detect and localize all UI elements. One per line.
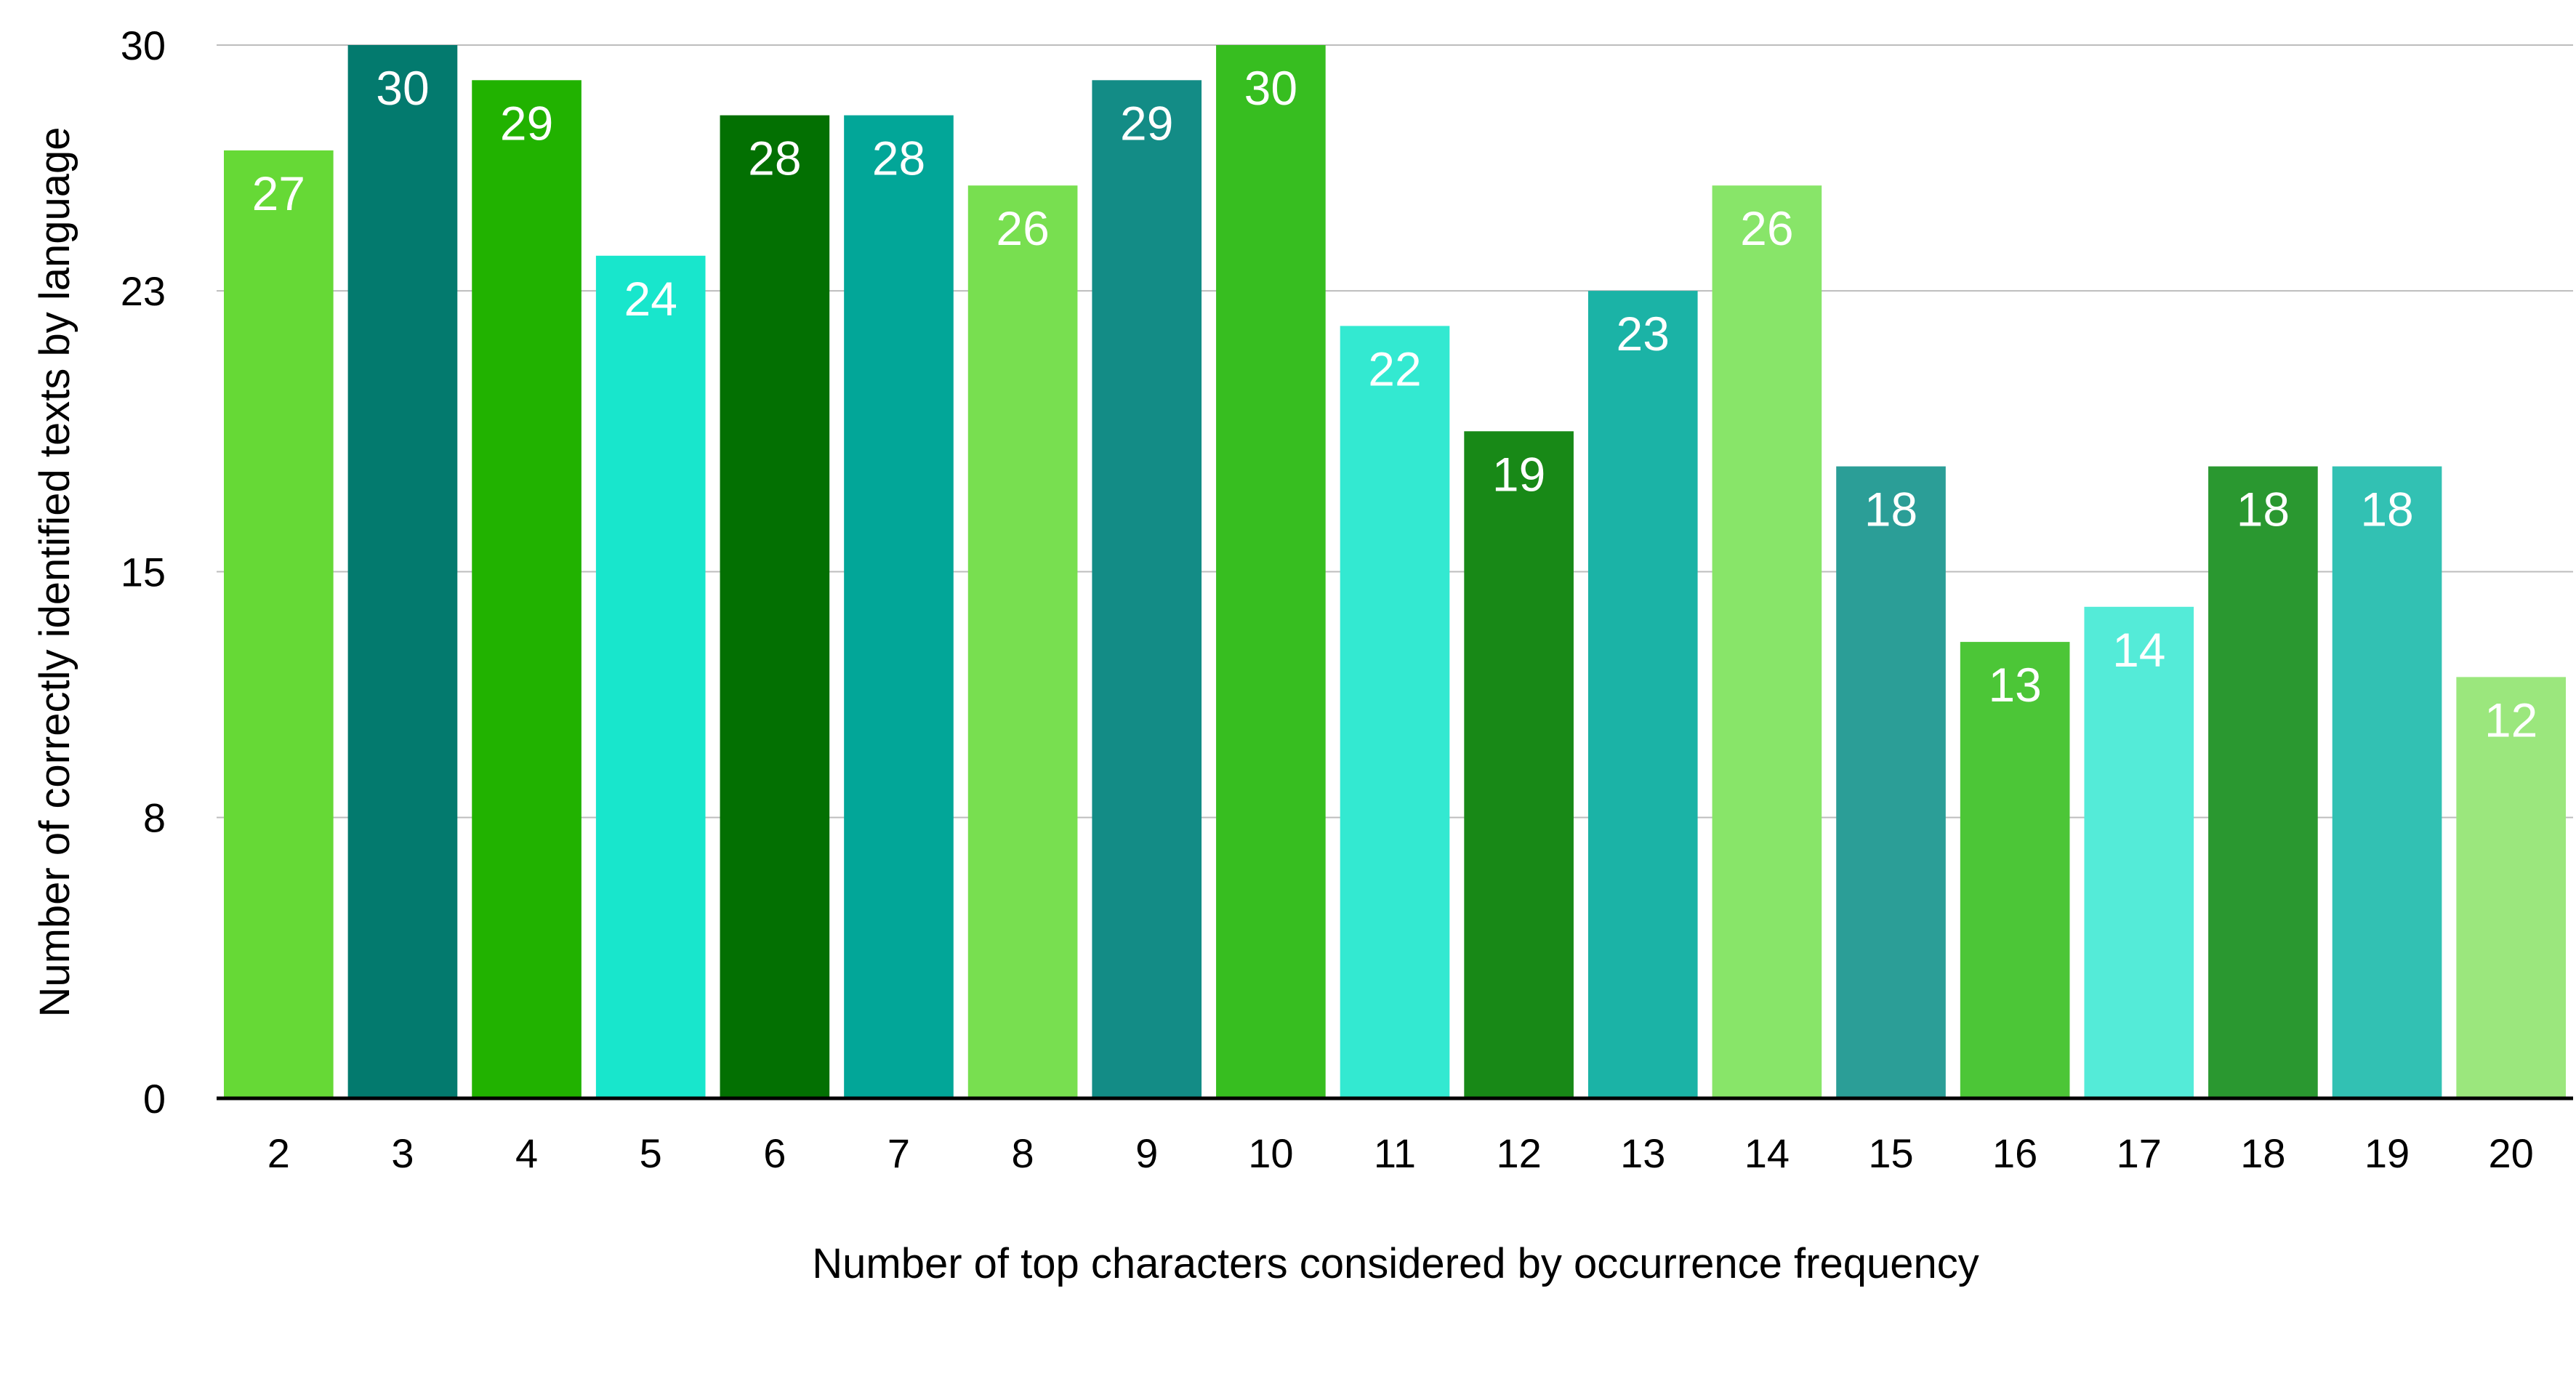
bar-value-label: 29 <box>1120 96 1173 150</box>
bar <box>2208 466 2318 1098</box>
x-tick-label: 18 <box>2240 1130 2285 1176</box>
bar-value-label: 30 <box>1244 61 1297 115</box>
bar <box>1216 45 1326 1098</box>
bar <box>347 45 458 1098</box>
bar <box>967 185 1078 1099</box>
x-tick-label: 7 <box>887 1130 910 1176</box>
y-tick-labels: 0 8 15 23 30 <box>121 23 166 1122</box>
x-tick-labels: 2 3 4 5 6 7 8 9 10 11 12 13 14 15 16 17 18 19 20 <box>267 1130 2534 1176</box>
x-tick-label: 2 <box>267 1130 290 1176</box>
x-tick-label: 9 <box>1135 1130 1158 1176</box>
bar-value-label: 30 <box>376 61 429 115</box>
bar-value-label: 26 <box>996 201 1049 255</box>
bar <box>2456 677 2566 1098</box>
x-tick-label: 17 <box>2117 1130 2162 1176</box>
x-tick-label: 10 <box>1248 1130 1293 1176</box>
bar-value-label: 19 <box>1492 447 1545 501</box>
bar <box>1836 466 1946 1098</box>
bar-value-label: 28 <box>872 132 925 185</box>
bar-value-label: 28 <box>748 132 801 185</box>
bar-value-label: 13 <box>1988 658 2041 712</box>
bar-value-label: 27 <box>252 166 305 220</box>
y-tick-label: 15 <box>121 550 166 595</box>
bar <box>844 115 954 1099</box>
x-tick-label: 11 <box>1374 1130 1416 1176</box>
bar <box>472 80 581 1098</box>
x-tick-label: 15 <box>1868 1130 1913 1176</box>
bar-value-label: 14 <box>2112 623 2165 677</box>
bar-value-label: 18 <box>2360 483 2413 536</box>
bar <box>1092 80 1202 1098</box>
x-tick-label: 13 <box>1620 1130 1665 1176</box>
x-tick-label: 8 <box>1012 1130 1034 1176</box>
bar-value-label: 18 <box>2237 483 2290 536</box>
bar <box>1712 185 1822 1099</box>
bar-value-label: 24 <box>624 272 677 326</box>
bar <box>1960 642 2070 1098</box>
bar-value-label: 18 <box>1864 483 1917 536</box>
x-tick-label: 4 <box>515 1130 538 1176</box>
x-tick-label: 6 <box>763 1130 786 1176</box>
bars: 27 30 29 24 28 28 26 29 30 22 19 23 26 18 13 14 18 18 12 <box>224 45 2566 1099</box>
bar <box>595 255 706 1098</box>
bar <box>720 115 830 1099</box>
bar <box>1464 431 1574 1098</box>
x-tick-label: 19 <box>2364 1130 2410 1176</box>
y-tick-label: 0 <box>143 1076 166 1122</box>
bar <box>224 150 334 1098</box>
y-tick-label: 30 <box>121 23 166 68</box>
bar <box>1587 291 1698 1099</box>
bar-value-label: 23 <box>1617 307 1670 361</box>
bar-value-label: 29 <box>500 96 553 150</box>
x-axis-title: Number of top characters considered by o… <box>812 1240 1979 1287</box>
bar-value-label: 22 <box>1368 342 1421 395</box>
bar-value-label: 12 <box>2484 693 2537 747</box>
x-tick-label: 3 <box>391 1130 414 1176</box>
y-axis-title: Number of correctly identified texts by … <box>31 126 79 1017</box>
x-tick-label: 12 <box>1496 1130 1541 1176</box>
bar <box>1340 326 1450 1098</box>
bar <box>2332 466 2442 1098</box>
y-tick-label: 8 <box>143 795 166 841</box>
x-tick-label: 5 <box>640 1130 662 1176</box>
y-tick-label: 23 <box>121 268 166 314</box>
bar-value-label: 26 <box>1740 201 1793 255</box>
x-tick-label: 16 <box>1992 1130 2037 1176</box>
x-tick-label: 20 <box>2489 1130 2534 1176</box>
bar <box>2084 606 2194 1098</box>
x-tick-label: 14 <box>1744 1130 1790 1176</box>
